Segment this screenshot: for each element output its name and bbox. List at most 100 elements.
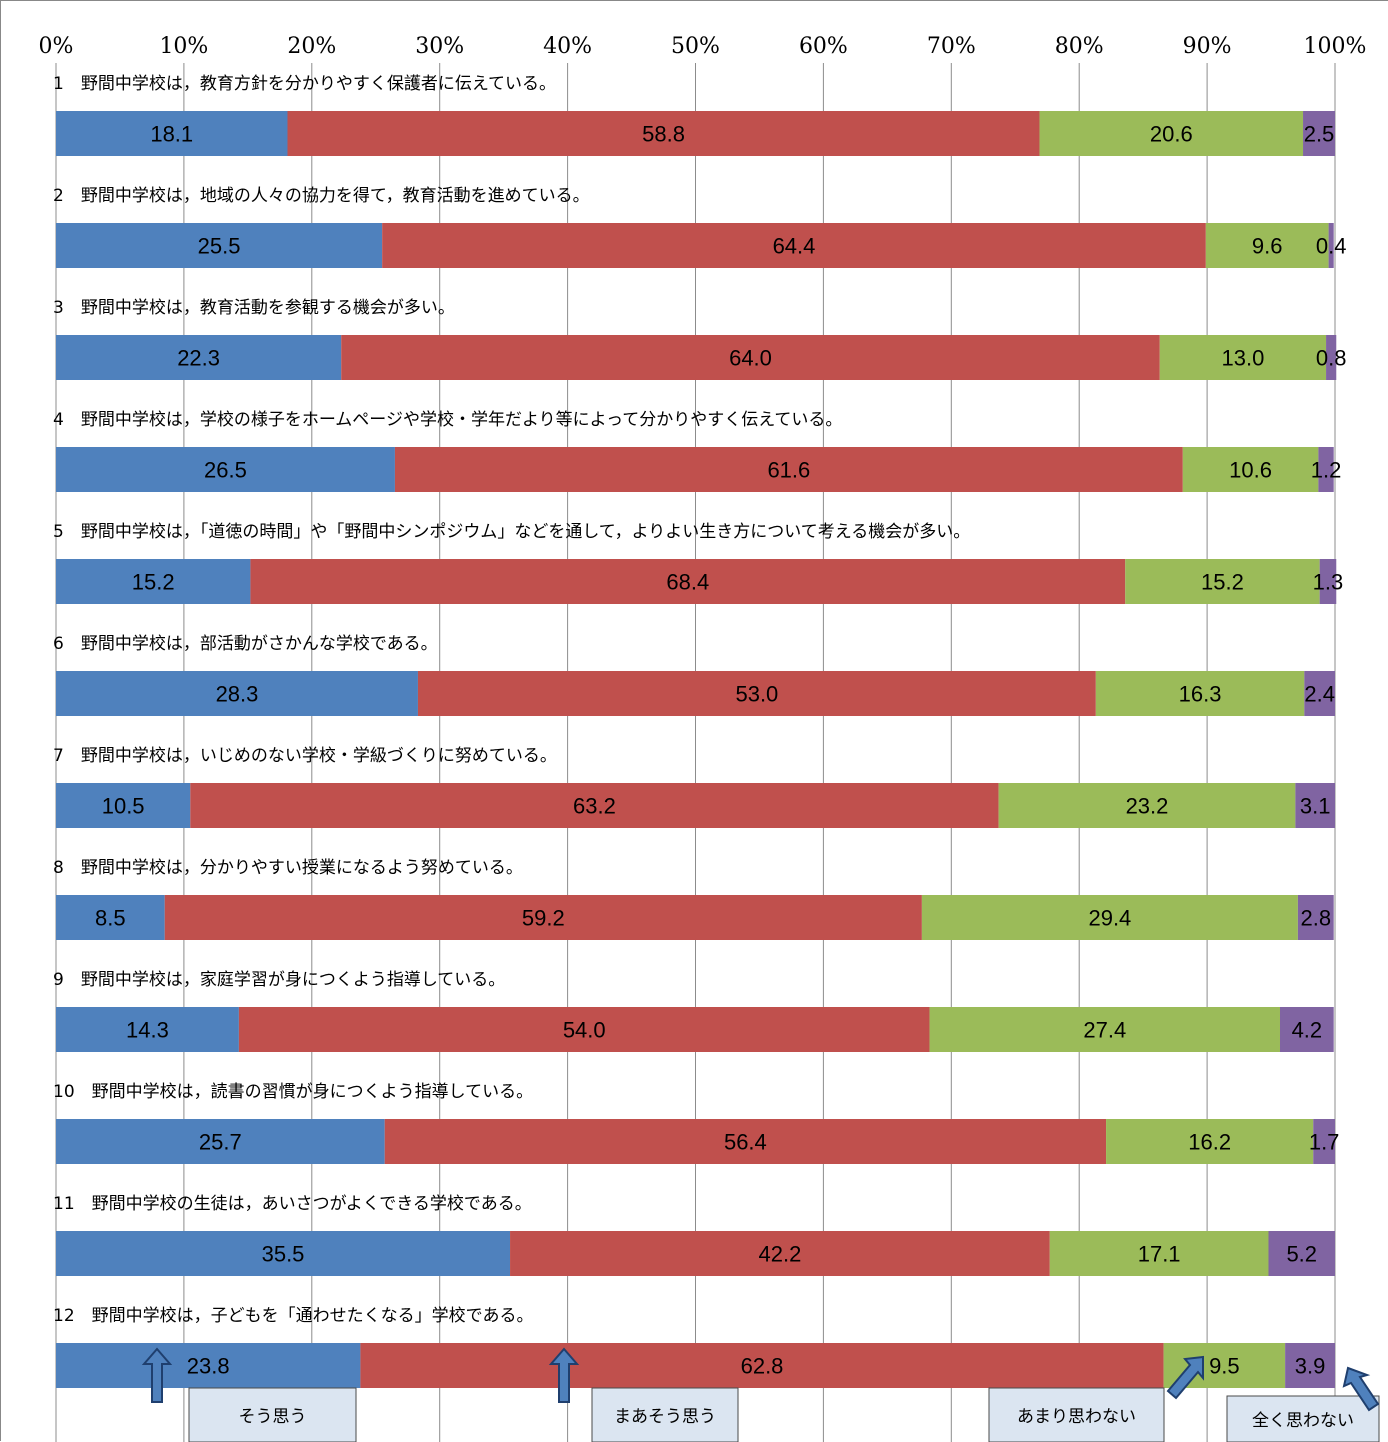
- data-label: 2.8: [1301, 906, 1332, 931]
- x-tick-label: 30%: [415, 34, 464, 59]
- data-label: 29.4: [1088, 906, 1131, 931]
- x-axis-ticks: 0% 10% 20% 30% 40% 50% 60% 70% 80% 90% 100%: [39, 34, 1367, 59]
- bar-segment: [1280, 1007, 1334, 1052]
- legend-label: そう思う: [239, 1407, 307, 1427]
- bar-segment: [394, 447, 1183, 492]
- question-label: 12 野間中学校は，子どもを「通わせたくなる」学校である。: [53, 1306, 533, 1326]
- data-label: 1.7: [1309, 1130, 1340, 1155]
- question-label: 2 野間中学校は，地域の人々の協力を得て，教育活動を進めている。: [53, 186, 590, 206]
- data-label: 16.3: [1179, 682, 1222, 707]
- legend-box: [988, 1387, 1165, 1442]
- bar-segment: [1313, 1119, 1335, 1164]
- question-label: 1 野間中学校は，教育方針を分かりやすく保護者に伝えている。: [53, 74, 556, 94]
- bar-segment: [56, 335, 342, 380]
- data-label: 3.9: [1295, 1354, 1326, 1379]
- x-tick-label: 20%: [287, 34, 336, 59]
- data-label: 64.0: [729, 346, 772, 371]
- data-label: 28.3: [216, 682, 259, 707]
- bar-segment: [1182, 447, 1319, 492]
- bar-segment: [1297, 895, 1334, 940]
- bar-segment: [56, 1119, 385, 1164]
- data-label: 54.0: [563, 1018, 606, 1043]
- data-label: 26.5: [204, 458, 247, 483]
- bar-segment: [238, 1007, 930, 1052]
- bar-segment: [1303, 111, 1335, 156]
- gridlines: [55, 63, 1336, 1442]
- legend-arrow-icon: [1166, 1355, 1204, 1400]
- data-label: 1.3: [1313, 570, 1344, 595]
- data-label: 2.4: [1304, 682, 1335, 707]
- data-label: 35.5: [262, 1242, 305, 1267]
- data-label: 16.2: [1188, 1130, 1231, 1155]
- bar-segment: [56, 447, 395, 492]
- legend-box: [1226, 1395, 1380, 1442]
- category-labels: 1 野間中学校は，教育方針を分かりやすく保護者に伝えている。 2 野間中学校は，地…: [53, 74, 970, 1326]
- question-label: 11 野間中学校の生徒は，あいさつがよくできる学校である。: [53, 1194, 532, 1214]
- bar-segment: [1285, 1343, 1335, 1388]
- data-label: 25.7: [199, 1130, 242, 1155]
- bar-segment: [1295, 783, 1335, 828]
- bar-segment: [1095, 671, 1305, 716]
- data-label: 27.4: [1083, 1018, 1126, 1043]
- bar-segment: [1159, 335, 1327, 380]
- data-label: 59.2: [522, 906, 565, 931]
- data-label: 22.3: [177, 346, 220, 371]
- x-tick-label: 10%: [159, 34, 208, 59]
- question-label: 9 野間中学校は，家庭学習が身につくよう指導している。: [53, 970, 505, 990]
- bar-segment: [417, 671, 1096, 716]
- data-label: 0.4: [1316, 234, 1347, 259]
- question-label: 5 野間中学校は，「道徳の時間」や「野間中シンポジウム」などを通して，よりよい生…: [53, 522, 970, 542]
- data-label: 58.8: [642, 122, 685, 147]
- data-label: 1.2: [1311, 458, 1342, 483]
- data-label: 4.2: [1292, 1018, 1323, 1043]
- bar-segment: [1106, 1119, 1314, 1164]
- bar-segment: [56, 223, 383, 268]
- data-label: 20.6: [1150, 122, 1193, 147]
- bar-segment: [56, 671, 418, 716]
- x-tick-label: 70%: [927, 34, 976, 59]
- bar-segment: [56, 1343, 361, 1388]
- bar-segment: [1049, 1231, 1269, 1276]
- bar-segment: [1326, 335, 1337, 380]
- bar-segment: [190, 783, 999, 828]
- data-label: 9.6: [1252, 234, 1283, 259]
- legend-box: [591, 1387, 739, 1442]
- x-tick-label: 40%: [543, 34, 592, 59]
- bar-segment: [1319, 559, 1337, 604]
- bar-segment: [341, 335, 1160, 380]
- bar-segment: [287, 111, 1040, 156]
- bar-segment: [56, 895, 165, 940]
- legend-arrow-icon: [548, 1347, 580, 1403]
- data-label: 23.8: [187, 1354, 230, 1379]
- data-label: 25.5: [198, 234, 241, 259]
- x-tick-label: 80%: [1055, 34, 1104, 59]
- legend-label: まあそう思う: [614, 1407, 716, 1427]
- bar-segment: [1268, 1231, 1335, 1276]
- bar-segment: [56, 559, 251, 604]
- bar-segment: [1039, 111, 1304, 156]
- question-label: 4 野間中学校は，学校の様子をホームページや学校・学年だより等によって分かりやす…: [53, 410, 842, 430]
- data-label: 42.2: [758, 1242, 801, 1267]
- legend-label: あまり思わない: [1017, 1407, 1136, 1427]
- data-label: 15.2: [1201, 570, 1244, 595]
- bar-segment: [1304, 671, 1335, 716]
- data-label: 10.5: [102, 794, 145, 819]
- bar-segment: [1328, 223, 1334, 268]
- bar-segment: [382, 223, 1206, 268]
- x-tick-label: 50%: [671, 34, 720, 59]
- bar-segment: [56, 783, 191, 828]
- data-label: 68.4: [666, 570, 709, 595]
- bar-segment: [56, 111, 288, 156]
- data-label: 5.2: [1286, 1242, 1317, 1267]
- question-label: 10 野間中学校は，読書の習慣が身につくよう指導している。: [53, 1082, 533, 1102]
- data-label: 23.2: [1126, 794, 1169, 819]
- bar-segment: [921, 895, 1298, 940]
- bar-segment: [250, 559, 1126, 604]
- data-label: 10.6: [1229, 458, 1272, 483]
- legend-arrow-icon: [1342, 1366, 1380, 1412]
- data-label: 9.5: [1209, 1354, 1240, 1379]
- x-tick-label: 60%: [799, 34, 848, 59]
- data-label: 61.6: [767, 458, 810, 483]
